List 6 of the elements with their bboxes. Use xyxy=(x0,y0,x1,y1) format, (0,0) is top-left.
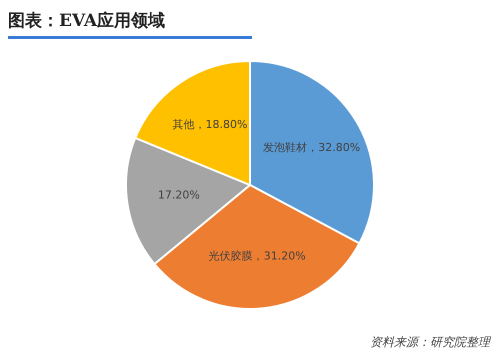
slice-label: 光伏胶膜，31.20% xyxy=(208,249,306,262)
slice-label: 发泡鞋材，32.80% xyxy=(263,140,360,154)
slice-label: 其他，18.80% xyxy=(172,118,248,132)
text: 资料来源：研究院整理 xyxy=(370,334,490,351)
chart-title: 图表：EVA应用领域 xyxy=(8,6,252,39)
data-label: 17.20% xyxy=(158,188,200,202)
